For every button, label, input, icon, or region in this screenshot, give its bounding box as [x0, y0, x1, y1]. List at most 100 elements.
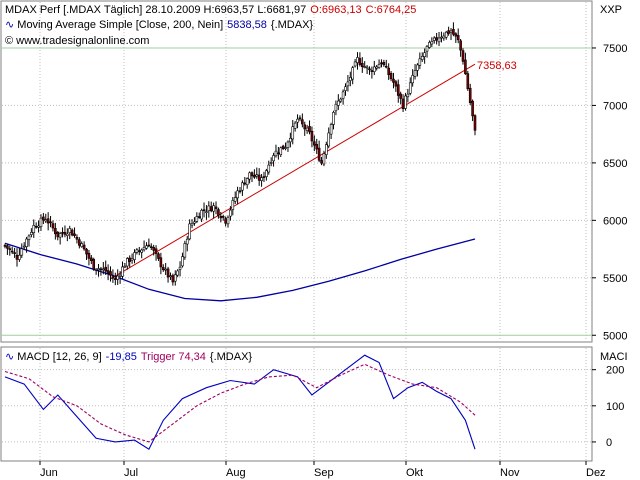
candle-body — [161, 267, 165, 271]
candle-body — [214, 206, 218, 209]
candle-body — [224, 218, 227, 224]
macd-legend-suffix: {.MDAX} — [210, 351, 253, 363]
candle-body — [85, 248, 88, 255]
candle-body — [190, 223, 194, 226]
candle-body — [406, 93, 410, 98]
candle-body — [78, 239, 81, 246]
candle-body — [279, 147, 283, 155]
y-tick-label: 5000 — [603, 330, 627, 342]
x-tick-label: Sep — [314, 467, 334, 479]
candle-body — [286, 141, 290, 148]
candle-body — [418, 58, 422, 66]
candle-body — [344, 86, 347, 91]
trendline-value-label: 7358,63 — [477, 60, 517, 72]
candle-body — [394, 81, 398, 87]
candle-body — [337, 100, 340, 106]
candle-body — [142, 247, 146, 251]
candle-body — [66, 233, 69, 236]
candle-body — [461, 50, 465, 62]
candle-body — [169, 275, 172, 278]
candle-body — [22, 245, 26, 248]
x-tick-label: Okt — [406, 467, 423, 479]
candle-body — [349, 77, 352, 81]
candle-body — [404, 95, 407, 109]
candle-body — [392, 78, 395, 83]
sma-legend-suffix: {.MDAX} — [271, 19, 314, 31]
candle-body — [339, 98, 343, 102]
candle-body — [289, 138, 292, 143]
candle-body — [272, 155, 275, 162]
candle-body — [327, 132, 331, 147]
candle-body — [123, 265, 127, 268]
candle-body — [430, 41, 434, 45]
candle-body — [284, 147, 287, 149]
candle-body — [39, 217, 43, 227]
candle-body — [173, 274, 177, 282]
candle-body — [464, 59, 467, 75]
open-value: O:6963,13 — [310, 4, 361, 16]
candle-body — [63, 231, 67, 235]
candle-body — [229, 209, 232, 217]
sma-legend: ∿ Moving Average Simple [Close, 200, Nei… — [5, 19, 313, 31]
axis-layer: Jun Jul Aug Sep Okt Nov Dez 5000 5500 6000 6500 700… — [39, 43, 627, 479]
candle-body — [334, 103, 338, 112]
candle-body — [166, 268, 170, 278]
candle-body — [243, 182, 247, 185]
candle-body — [315, 144, 319, 150]
candle-body — [236, 190, 239, 199]
candle-body — [145, 245, 148, 249]
macd-panel-frame — [0, 346, 593, 462]
candle-body — [46, 218, 50, 224]
candle-body — [18, 254, 21, 260]
y-tick-label: 7500 — [603, 43, 627, 55]
trigger-line — [4, 363, 476, 443]
price-axis-unit: XXP — [600, 4, 622, 16]
sma-layer — [4, 238, 476, 302]
macd-line — [4, 354, 476, 450]
candle-body — [193, 221, 196, 224]
candle-body — [90, 257, 93, 261]
candle-body — [423, 52, 426, 57]
price-panel-frame — [0, 0, 593, 343]
candle-body — [293, 122, 297, 129]
candle-body — [440, 36, 443, 39]
candle-body — [49, 221, 52, 224]
candle-body — [466, 73, 470, 90]
candle-body — [154, 248, 158, 254]
candle-body — [468, 87, 472, 104]
candle-body — [248, 172, 251, 180]
candle-body — [209, 206, 213, 212]
candle-body — [114, 278, 117, 280]
candle-body — [399, 93, 402, 99]
candle-body — [420, 56, 424, 60]
price-panel-header: MDAX Perf [.MDAX Täglich] 28.10.2009 H:6… — [5, 4, 622, 47]
candle-body — [8, 248, 12, 250]
candle-body — [408, 82, 412, 94]
candle-body — [75, 236, 79, 240]
candle-body — [217, 209, 220, 216]
candle-body — [92, 259, 96, 270]
candle-body — [42, 216, 45, 221]
candle-body — [365, 66, 369, 69]
candle-body — [44, 219, 48, 222]
y-tick-label: 7000 — [603, 100, 627, 112]
candle-body — [54, 228, 57, 235]
candle-body — [58, 233, 62, 238]
candle-body — [437, 37, 441, 43]
candle-body — [260, 177, 263, 181]
candle-body — [305, 127, 309, 131]
x-tick-label: Dez — [586, 467, 606, 479]
candle-body — [471, 100, 474, 117]
candle-body — [351, 67, 355, 80]
candle-body — [322, 153, 326, 165]
candle-body — [377, 63, 381, 68]
x-tick-label: Jun — [40, 467, 58, 479]
candle-body — [432, 37, 436, 41]
candle-body — [56, 231, 60, 238]
candle-body — [370, 70, 374, 73]
candle-body — [269, 162, 273, 164]
candle-body — [197, 216, 201, 218]
candle-body — [473, 115, 477, 131]
candle-body — [111, 276, 115, 279]
candle-body — [97, 268, 100, 271]
